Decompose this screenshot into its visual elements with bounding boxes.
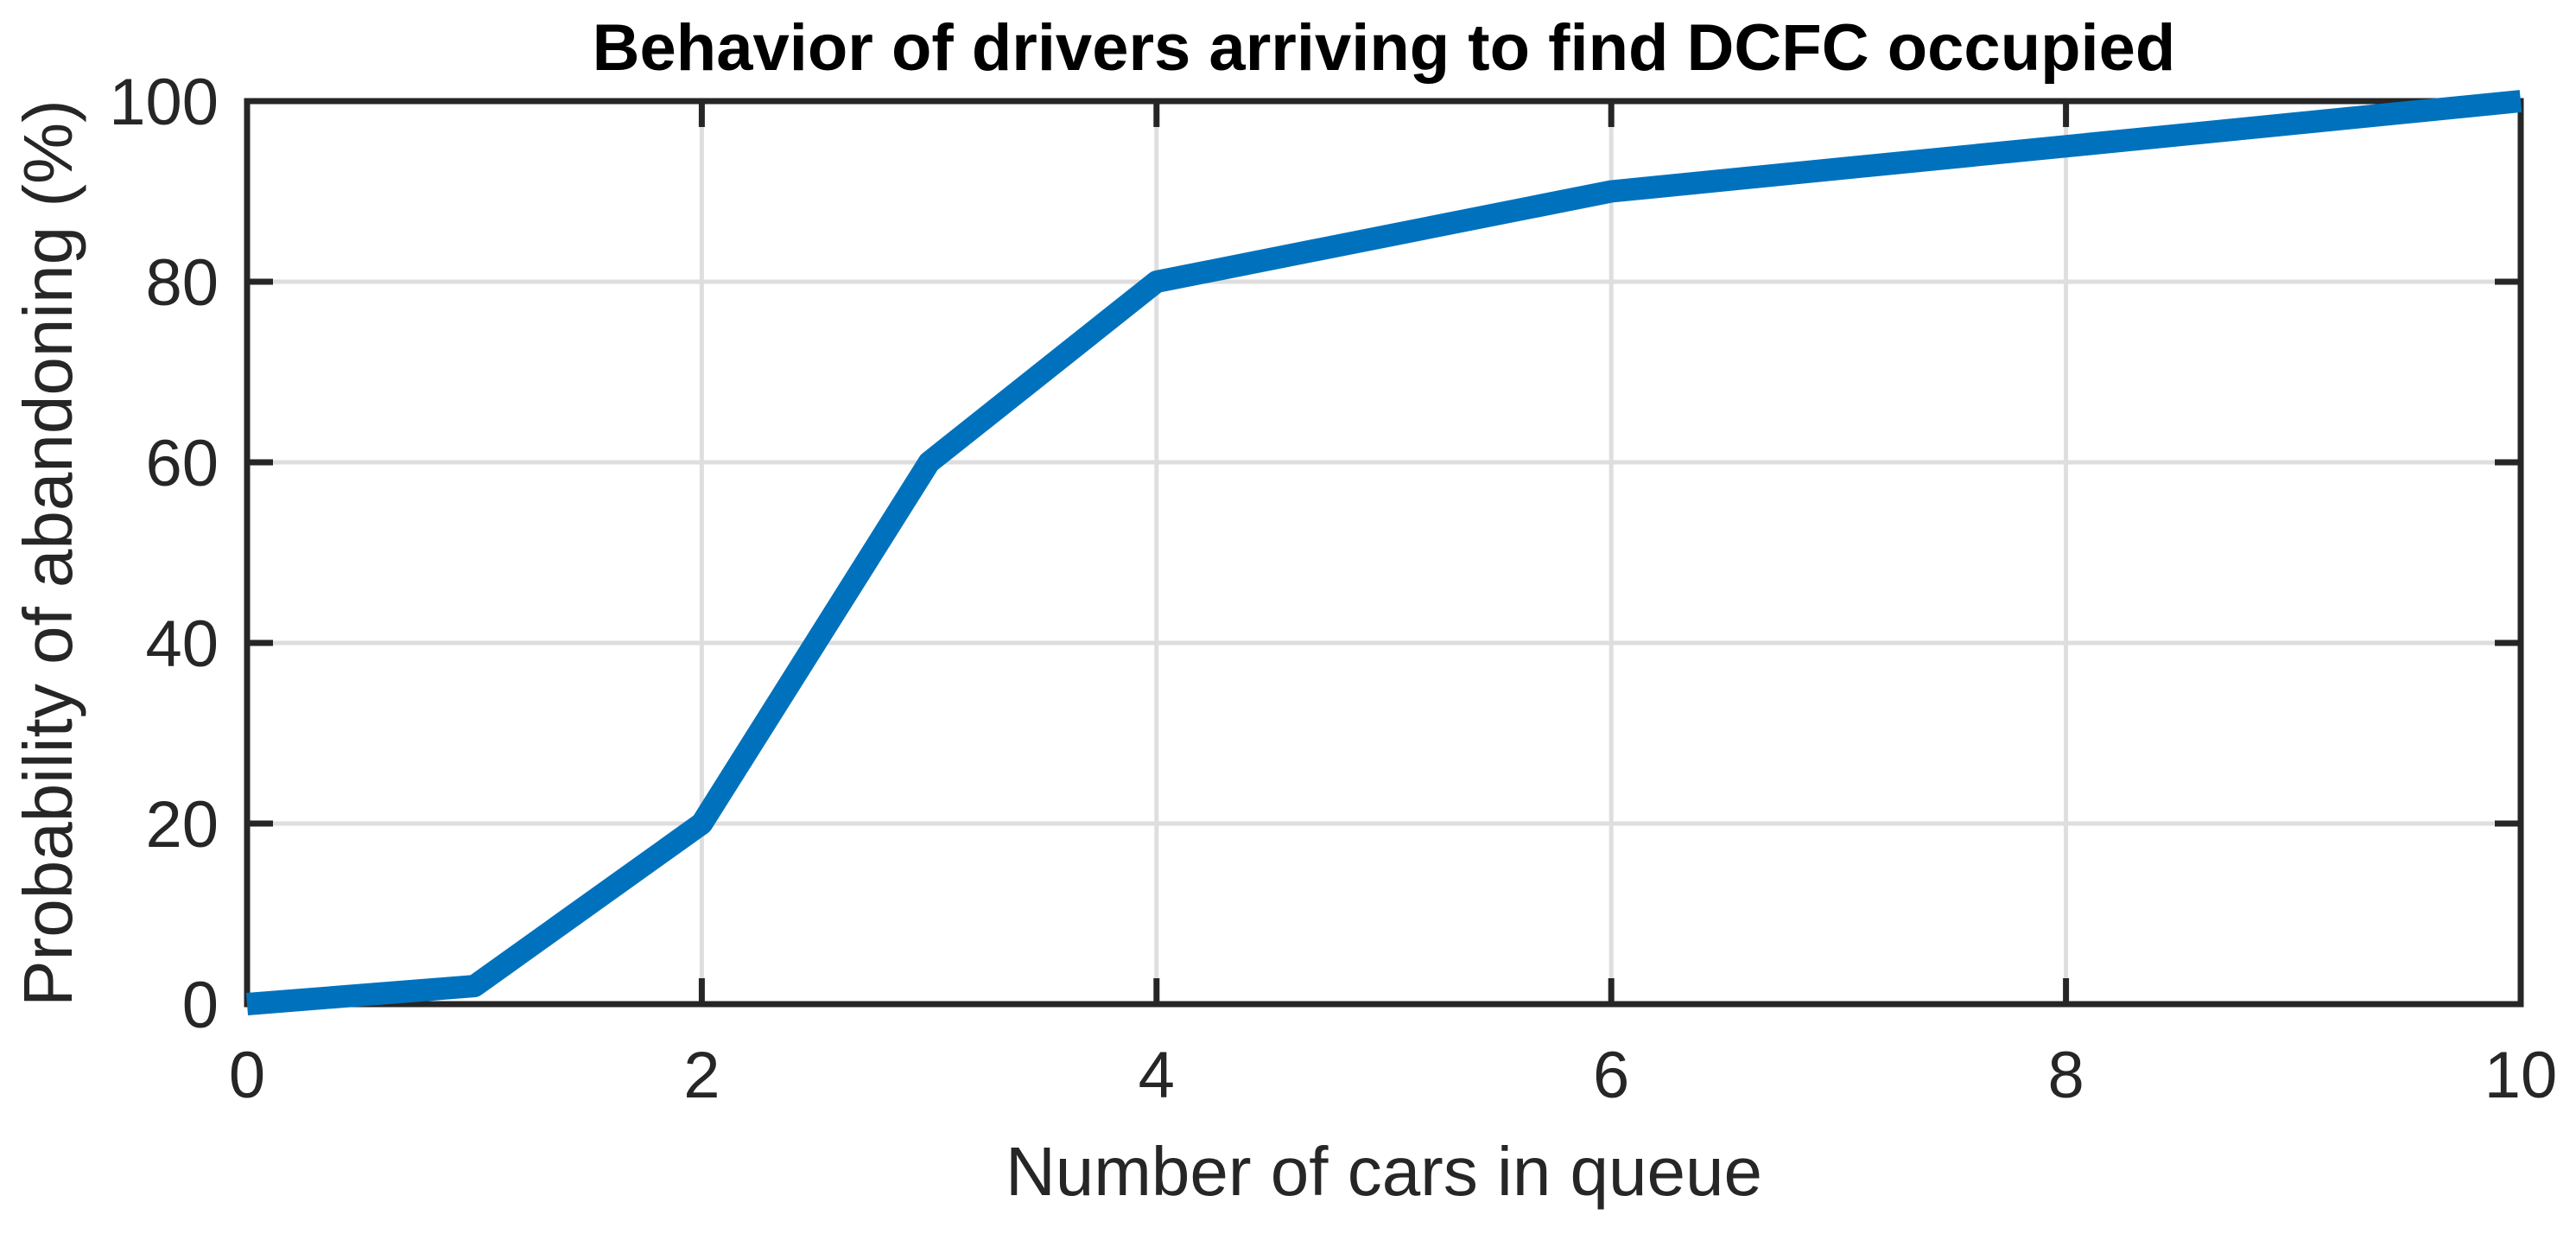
y-tick-label: 20 — [145, 788, 219, 862]
x-tick-label: 2 — [683, 1039, 720, 1112]
x-axis-label: Number of cars in queue — [1006, 1133, 1762, 1210]
y-tick-label: 60 — [145, 427, 219, 500]
y-tick-label: 80 — [145, 246, 219, 320]
x-tick-label: 8 — [2047, 1039, 2084, 1112]
y-axis-label: Probability of abandoning (%) — [10, 99, 86, 1007]
y-tick-label: 100 — [109, 66, 219, 139]
tick-layer — [244, 98, 2524, 1008]
grid-layer — [247, 101, 2521, 1004]
line-layer — [245, 90, 2522, 1015]
x-tick-label: 6 — [1593, 1039, 1629, 1112]
x-tick-label: 4 — [1139, 1039, 1175, 1112]
x-tick-label: 0 — [229, 1039, 265, 1112]
y-tick-label: 0 — [182, 969, 219, 1042]
x-tick-label: 10 — [2484, 1039, 2558, 1112]
y-tick-label: 40 — [145, 607, 219, 681]
plot-border — [244, 98, 2524, 1008]
chart-title: Behavior of drivers arriving to find DCF… — [593, 11, 2176, 85]
data-line — [245, 90, 2522, 1015]
